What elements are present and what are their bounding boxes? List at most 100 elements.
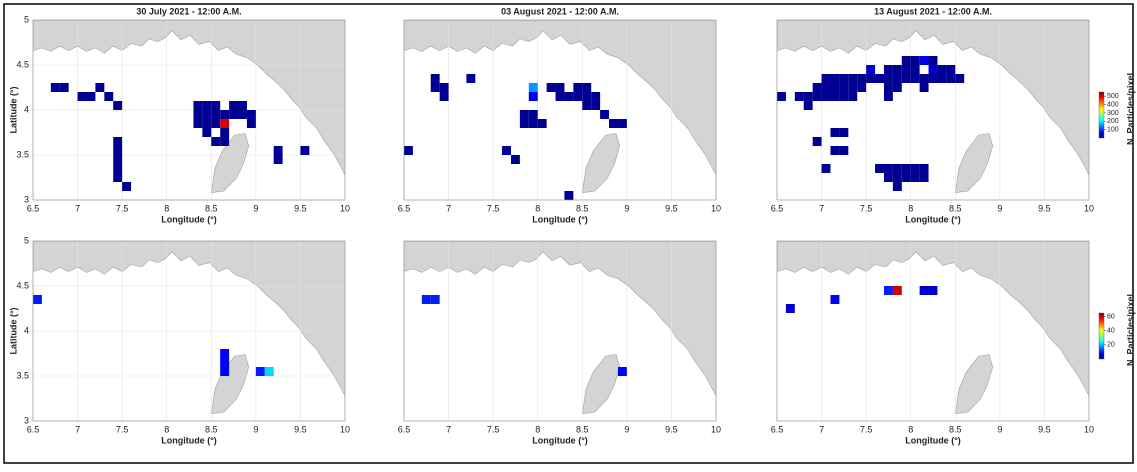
x-tick-label: 7.5 [116,424,129,434]
x-axis-label: Longitude (°) [532,435,588,445]
cell [821,92,831,101]
cell [892,65,902,74]
cell [609,119,618,128]
x-tick-label: 9 [997,203,1002,213]
plot-border [32,19,346,201]
cell [113,146,123,155]
cell [600,110,610,119]
x-tick-label: 6.5 [771,424,784,434]
cell [59,83,69,92]
cell [202,128,212,137]
cell [928,56,938,65]
x-tick-label: 9 [624,203,629,213]
cell [77,92,87,101]
cell [883,164,893,173]
cell [901,65,911,74]
colorbar-tick-label: 400 [1107,101,1119,108]
cell [848,92,858,101]
x-tick-label: 7.5 [116,203,129,213]
panel: 6.5 7 7.5 8 8.5 9 9.5 10 03 August 2021 - 12:00 … [398,6,721,224]
cell [901,164,911,173]
cell [573,83,583,92]
colorbar-tick-label: 200 [1107,118,1119,125]
cell [919,56,929,65]
cell [573,92,583,101]
cell [910,56,920,65]
cell [866,74,876,83]
cell [193,101,203,110]
cell [812,137,822,146]
x-tick-label: 8 [535,424,540,434]
y-tick-label: 3 [24,415,29,425]
x-tick-label: 9.5 [294,203,307,213]
x-tick-label: 10 [340,424,350,434]
cell [113,155,123,164]
x-tick-label: 7.5 [487,203,500,213]
cell [919,173,929,182]
cell [220,137,230,146]
x-tick-label: 9 [253,424,258,434]
plot-border [403,240,717,422]
cell [193,119,203,128]
cell [848,74,858,83]
cell [857,74,867,83]
x-tick-label: 7 [446,424,451,434]
cell [946,65,956,74]
cell [519,110,529,119]
cell [830,74,840,83]
x-tick-label: 8 [164,424,169,434]
cell [919,286,929,295]
x-tick-label: 9.5 [1038,424,1051,434]
cell [528,83,538,92]
cell [439,92,449,101]
cell [537,119,547,128]
cell [839,92,849,101]
cell [803,101,813,110]
cell [211,119,221,128]
cell [211,101,221,110]
cell [229,101,239,110]
panel-title: 03 August 2021 - 12:00 A.M. [501,6,619,16]
cell [113,101,123,110]
cell [50,83,60,92]
cell [821,74,831,83]
plot-border [776,240,1090,422]
x-axis-label: Longitude (°) [905,214,961,224]
cell [883,74,893,83]
cell [901,56,911,65]
cell [812,83,822,92]
cell [866,65,876,74]
x-tick-label: 9.5 [1038,203,1051,213]
cell [875,164,884,173]
cell [892,74,902,83]
x-tick-label: 9 [624,424,629,434]
cell [104,92,114,101]
y-tick-label: 5 [24,235,29,245]
colorbar-tick-label: 20 [1107,342,1115,349]
x-tick-label: 10 [1084,424,1094,434]
cell [122,182,132,191]
cell [830,295,840,304]
cell [211,110,221,119]
cell [238,110,247,119]
cell [33,295,42,304]
cell [883,65,893,74]
x-tick-label: 6.5 [398,424,411,434]
cell [919,74,929,83]
cell [919,83,929,92]
cell [229,110,239,119]
x-tick-label: 6.5 [27,424,40,434]
cell [193,110,203,119]
x-axis-label: Longitude (°) [161,435,217,445]
x-tick-label: 7 [819,203,824,213]
cell [582,101,592,110]
cell [839,128,849,137]
x-tick-label: 9 [997,424,1002,434]
cell [839,146,849,155]
x-tick-label: 9.5 [665,203,678,213]
x-tick-label: 8 [164,203,169,213]
x-tick-label: 8.5 [205,203,218,213]
cell [582,92,592,101]
cell [528,119,538,128]
